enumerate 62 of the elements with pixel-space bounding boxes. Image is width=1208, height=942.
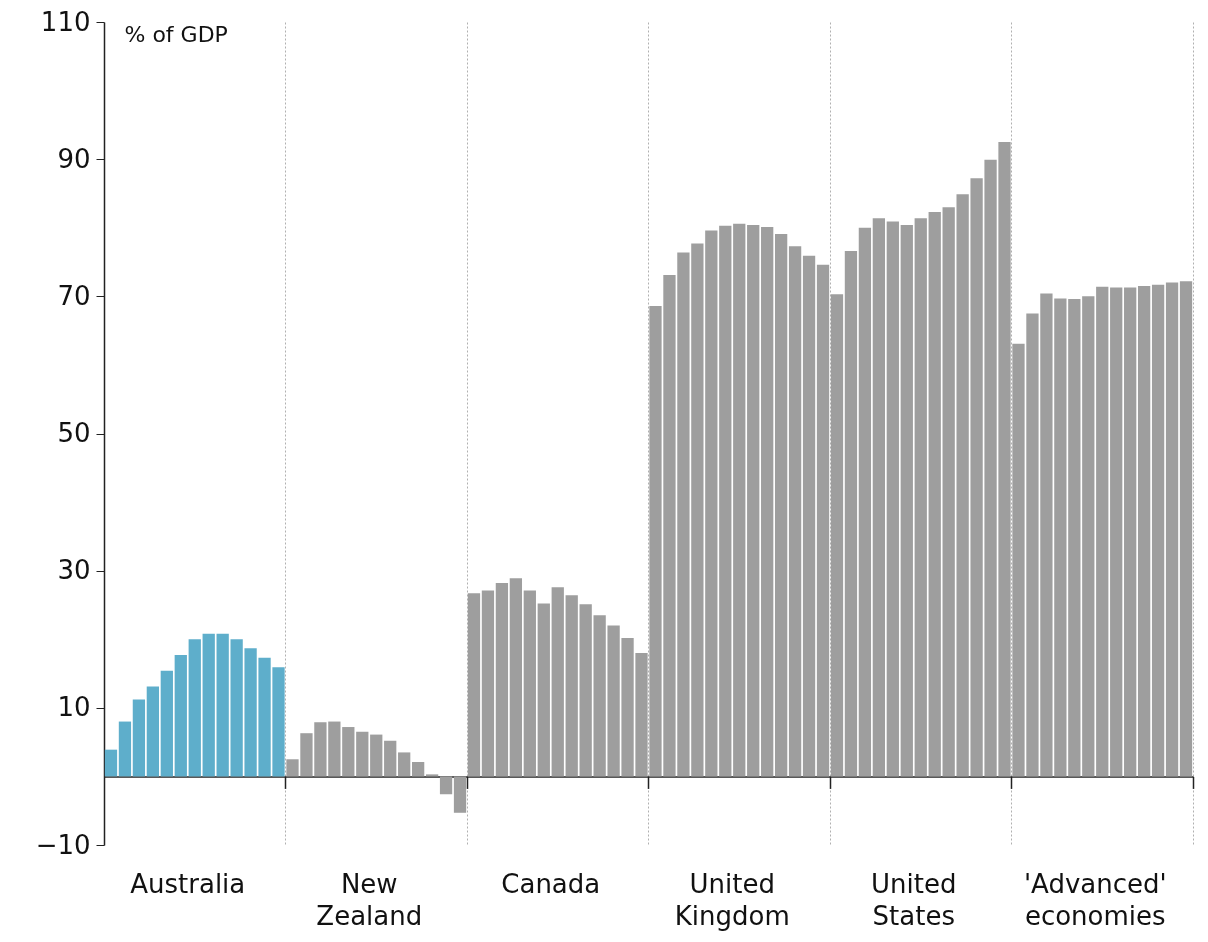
y-tick-label: 10 (57, 692, 91, 723)
bar (1179, 281, 1193, 777)
bar (202, 633, 215, 777)
bar (523, 590, 536, 777)
bar (384, 740, 397, 777)
bar (747, 225, 760, 777)
bar (188, 639, 201, 777)
y-tick-label: 30 (57, 555, 91, 586)
bar (453, 776, 467, 813)
x-tick-label: United Kingdom (674, 868, 790, 931)
bar (356, 731, 369, 777)
bar (830, 294, 844, 777)
bar (1124, 287, 1137, 777)
bar (733, 223, 746, 777)
x-tick-label: United States (871, 868, 957, 931)
bar (1165, 282, 1179, 777)
bar (788, 246, 802, 777)
bar (467, 593, 481, 777)
y-tick-label: 50 (57, 418, 91, 448)
bar (802, 255, 816, 777)
y-tick-label: 70 (57, 280, 91, 311)
bar (900, 225, 913, 777)
bar (872, 218, 886, 777)
bar (537, 603, 550, 777)
bar (174, 655, 187, 777)
bar (370, 734, 383, 777)
bar (411, 762, 425, 777)
y-tick-label: −10 (35, 829, 91, 860)
x-tick-label: 'Advanced' economies (1023, 868, 1167, 931)
bar (160, 670, 173, 777)
bar (1096, 286, 1109, 777)
bar (495, 583, 509, 777)
x-tick-label: New Zealand (316, 868, 423, 931)
y-tick-label: 90 (57, 143, 91, 174)
bar (118, 721, 132, 777)
bar (1082, 296, 1095, 777)
bar (1110, 287, 1123, 777)
y-tick-label: 110 (40, 6, 91, 37)
bar (439, 776, 453, 795)
bar (1151, 284, 1165, 777)
bar (565, 595, 578, 777)
bar (719, 225, 732, 777)
y-axis-title: % of GDP (124, 21, 228, 47)
bar (551, 587, 564, 777)
bar (104, 749, 118, 777)
bar (886, 221, 899, 777)
bar (914, 218, 927, 777)
bar (761, 227, 774, 777)
bar (509, 578, 523, 777)
bar (816, 264, 830, 777)
bar (844, 251, 858, 777)
bar (481, 590, 495, 777)
bar (774, 233, 788, 777)
bar (425, 774, 439, 777)
bar (132, 699, 146, 777)
x-tick-label: Canada (501, 868, 601, 899)
bar (398, 752, 411, 777)
bar (858, 227, 872, 777)
bar (928, 211, 941, 777)
bar (146, 686, 160, 777)
bar (1137, 286, 1151, 777)
x-tick-label: Australia (130, 868, 246, 899)
